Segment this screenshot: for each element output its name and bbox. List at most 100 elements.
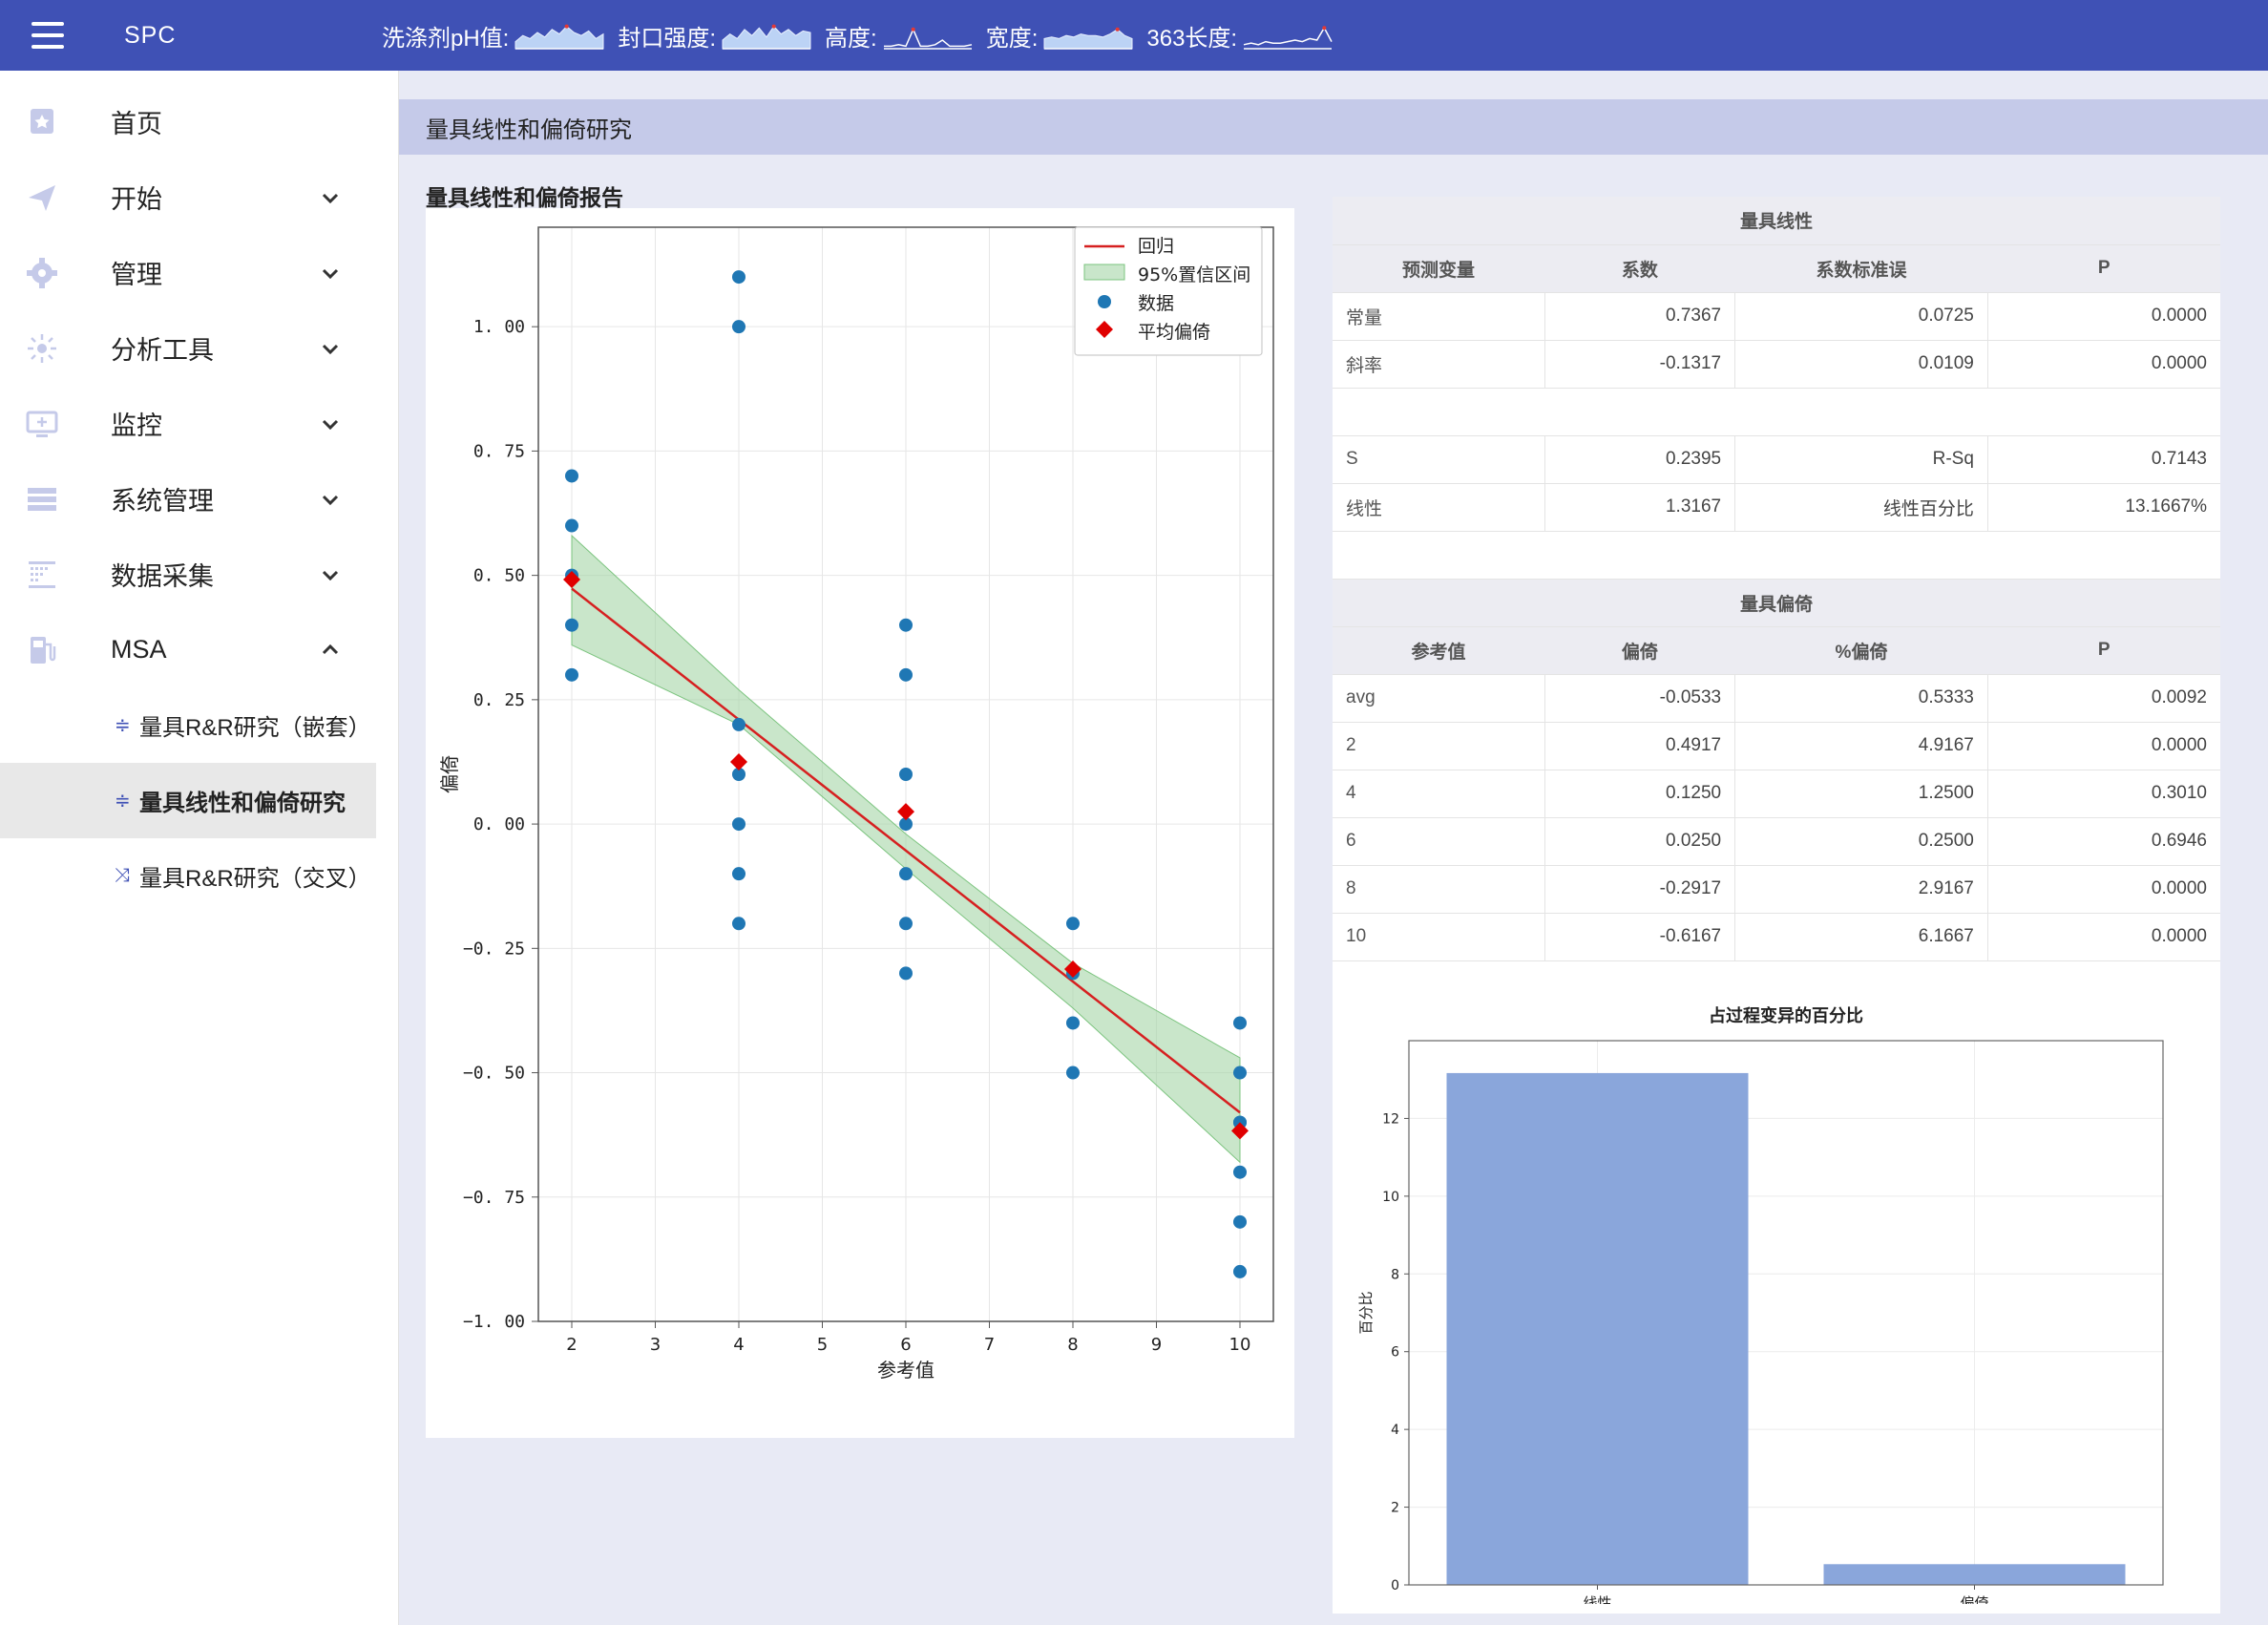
send-icon <box>25 180 59 215</box>
table-cell: 0.5333 <box>1734 674 1988 723</box>
sidebar-item-0[interactable]: 首页 <box>0 84 398 159</box>
sidebar-item-5[interactable]: 系统管理 <box>0 461 398 537</box>
metric-label: 363长度: <box>1146 25 1238 52</box>
metric-1[interactable]: 封口强度: <box>618 19 811 53</box>
sidebar-subitem-label: 量具R&R研究（交叉） <box>139 866 371 892</box>
metric-3[interactable]: 宽度: <box>986 19 1134 53</box>
mean-bias-marker <box>1231 1122 1249 1140</box>
legend-entry: 平均偏倚 <box>1138 322 1210 343</box>
metric-4[interactable]: 363长度: <box>1146 19 1333 53</box>
column-header: 偏倚 <box>1544 626 1735 675</box>
table-cell: 6 <box>1333 817 1545 866</box>
y-tick-label: 0. 75 <box>473 441 525 461</box>
column-header: 预测变量 <box>1333 244 1545 293</box>
table-cell: 0.0000 <box>1987 292 2220 341</box>
metric-label: 洗涤剂pH值: <box>382 25 510 52</box>
sparkline-area-icon <box>514 24 604 50</box>
sidebar-item-label: 管理 <box>111 261 162 289</box>
table-cell: R-Sq <box>1734 435 1988 484</box>
sidebar-item-2[interactable]: 管理 <box>0 235 398 310</box>
page-header: 量具线性和偏倚研究 <box>399 99 2268 155</box>
data-point <box>732 817 746 832</box>
column-header: 参考值 <box>1333 626 1545 675</box>
sidebar-item-4[interactable]: 监控 <box>0 386 398 461</box>
mean-bias-marker <box>1064 960 1082 979</box>
table-cell: 0.2395 <box>1544 435 1736 484</box>
data-point <box>1066 917 1080 931</box>
data-point <box>899 867 913 881</box>
metric-label: 封口强度: <box>618 25 717 52</box>
bias-row: 8 -0.2917 2.9167 0.0000 <box>1333 865 2220 914</box>
table-cell: 0.0000 <box>1987 913 2220 961</box>
y-tick-label: −0. 50 <box>463 1064 525 1084</box>
data-point <box>732 320 746 334</box>
table-cell: 1.2500 <box>1734 770 1988 818</box>
data-point <box>1233 1214 1247 1229</box>
data-point <box>1233 1016 1247 1030</box>
x-tick-label: 4 <box>733 1335 744 1355</box>
chevron-up-icon <box>319 639 342 662</box>
bias-row: 6 0.0250 0.2500 0.6946 <box>1333 817 2220 866</box>
linearity-bias-plot: 2 3 4 5 6 7 8 9 10 −1. 00 −0. 75 −0. 50 −0. 25 0. 00 0… <box>438 226 1274 1382</box>
legend-entry: 数据 <box>1138 293 1174 314</box>
column-header: P <box>1987 626 2220 675</box>
shuffle-icon: ⤨ <box>115 865 130 886</box>
gear-icon <box>25 256 59 290</box>
data-point <box>1066 1066 1080 1080</box>
bar-chart-title: 占过程变异的百分比 <box>1709 1005 1863 1026</box>
table-cell: 0.0725 <box>1734 292 1988 341</box>
metric-label: 高度: <box>825 25 877 52</box>
table-cell: 0.2500 <box>1734 817 1988 866</box>
chevron-down-icon <box>319 186 342 209</box>
home-icon <box>25 105 59 139</box>
sidebar-item-label: 开始 <box>111 185 162 214</box>
legend-entry: 95%置信区间 <box>1138 264 1250 285</box>
data-point <box>732 717 746 731</box>
sidebar-item-label: 首页 <box>111 110 162 138</box>
table-cell: 斜率 <box>1333 340 1545 389</box>
sidebar-subitem-1[interactable]: ≑ 量具线性和偏倚研究 <box>0 763 376 838</box>
sidebar-subitem-0[interactable]: ≑ 量具R&R研究（嵌套） <box>0 687 398 763</box>
data-point <box>899 966 913 981</box>
sidebar-subitem-2[interactable]: ⤨ 量具R&R研究（交叉） <box>0 838 398 914</box>
linearity-table-title: 量具线性 <box>1333 197 2220 245</box>
legend-mean-swatch <box>1096 321 1113 338</box>
sidebar-item-label: MSA <box>111 635 167 664</box>
bias-row: 10 -0.6167 6.1667 0.0000 <box>1333 913 2220 961</box>
y-tick-label: 8 <box>1391 1267 1399 1282</box>
x-tick-label: 2 <box>566 1335 577 1355</box>
table-cell: 0.6946 <box>1987 817 2220 866</box>
legend-data-swatch <box>1098 295 1111 308</box>
sidebar-item-6[interactable]: 数据采集 <box>0 537 398 612</box>
data-point <box>1233 1264 1247 1278</box>
sun-icon <box>25 331 59 366</box>
y-tick-label: 0. 50 <box>473 566 525 586</box>
table-cell: 0.0109 <box>1734 340 1988 389</box>
menu-button[interactable] <box>0 0 95 71</box>
metric-0[interactable]: 洗涤剂pH值: <box>382 19 604 53</box>
chevron-down-icon <box>319 262 342 285</box>
table-cell: 0.0250 <box>1544 817 1736 866</box>
monitor-icon <box>25 407 59 441</box>
linearity-stat-row: S 0.2395 R-Sq 0.7143 <box>1333 435 2220 484</box>
data-point <box>732 768 746 781</box>
y-tick-label: −0. 25 <box>463 939 525 959</box>
table-cell: avg <box>1333 674 1545 723</box>
data-point <box>899 667 913 682</box>
sidebar-item-7[interactable]: MSA <box>0 612 398 687</box>
sidebar-item-3[interactable]: 分析工具 <box>0 310 398 386</box>
sidebar-item-1[interactable]: 开始 <box>0 159 398 235</box>
table-cell: 10 <box>1333 913 1545 961</box>
metric-2[interactable]: 高度: <box>825 19 973 53</box>
table-cell: 0.0092 <box>1987 674 2220 723</box>
mean-bias-marker <box>730 752 747 770</box>
metric-label: 宽度: <box>985 25 1039 52</box>
legend-entry: 回归 <box>1138 236 1174 257</box>
data-point <box>1233 1066 1247 1080</box>
sidebar: 首页开始管理分析工具 监控 系统管理 数据采集 MSA ≑ 量具R&R研究（嵌套） ≑ 量具线… <box>0 71 399 1625</box>
table-cell: 0.0000 <box>1987 865 2220 914</box>
bar-0 <box>1446 1072 1749 1585</box>
data-point <box>565 618 578 632</box>
fuel-icon <box>25 633 59 667</box>
